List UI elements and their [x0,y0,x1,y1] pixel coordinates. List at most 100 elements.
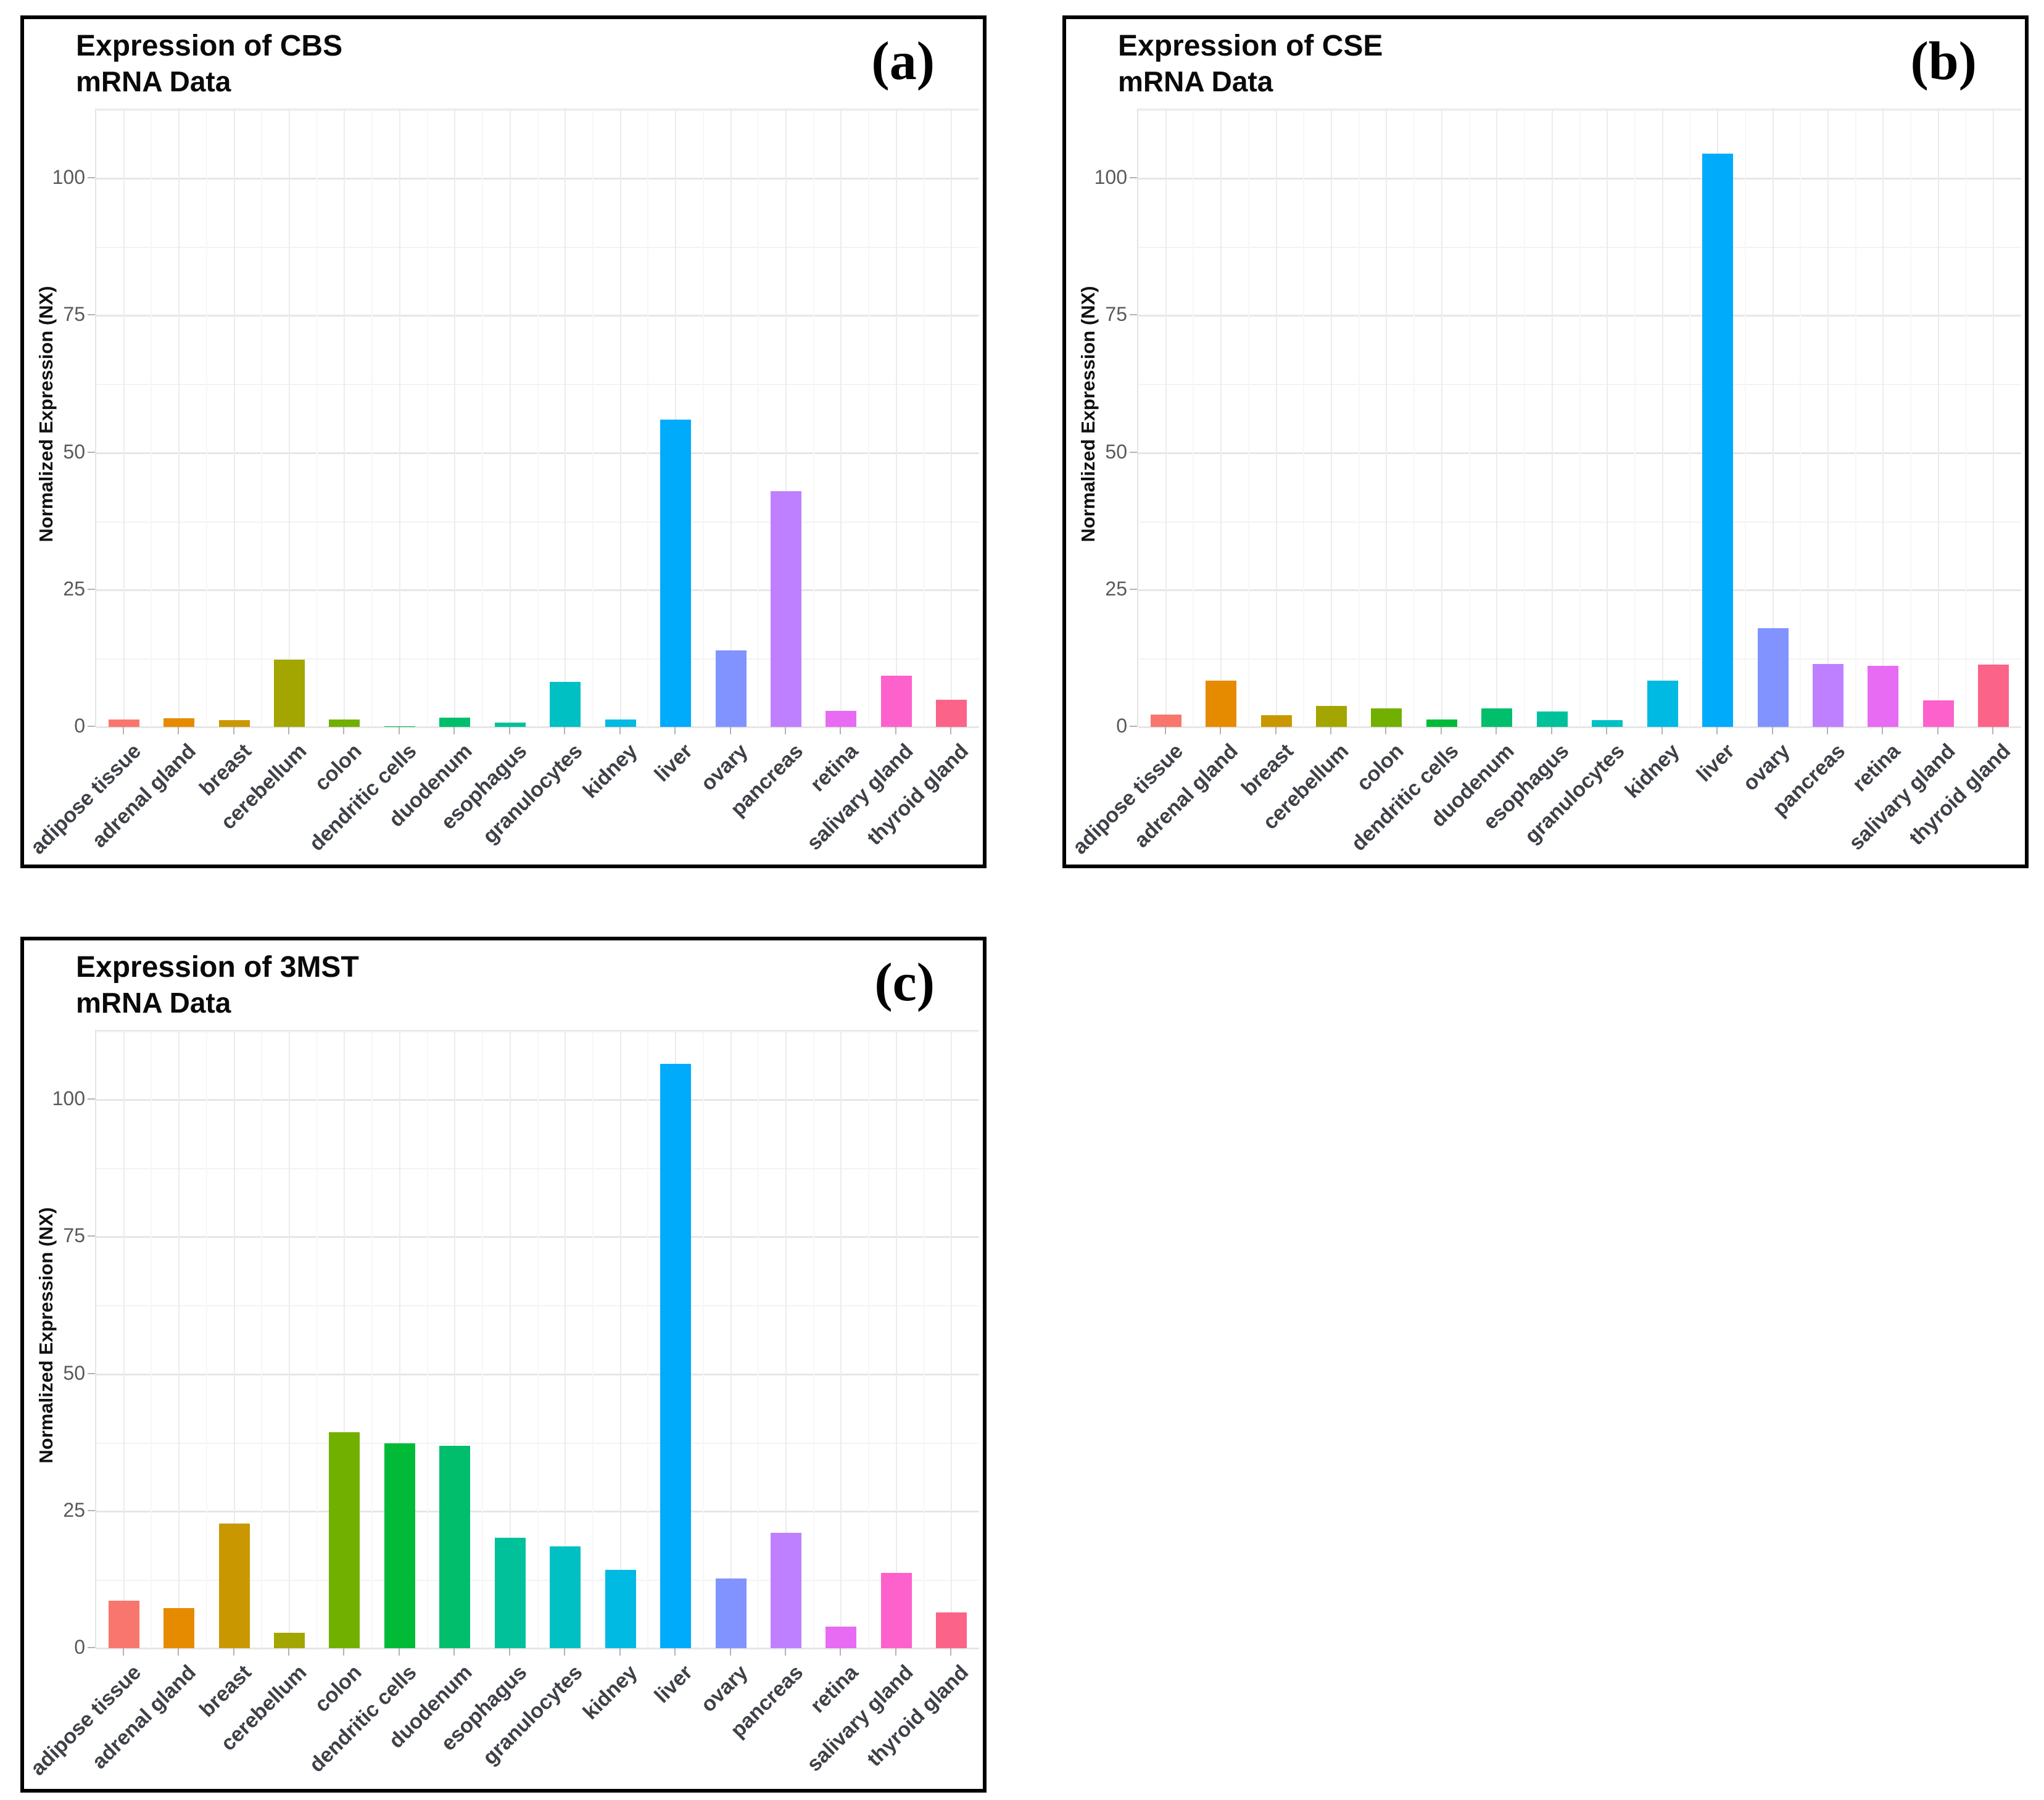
category-gridline [233,110,235,727]
category-gridline [344,110,345,727]
bar-retina [825,1627,856,1648]
between-category-gridline [813,1031,814,1648]
category-gridline [565,110,566,727]
between-category-gridline [758,1031,759,1648]
x-tick-label: liver [650,1661,697,1708]
y-tick-label: 0 [1116,715,1127,737]
major-gridline [1138,726,2021,728]
between-category-gridline [482,110,484,727]
x-tick-mark [1992,727,1994,734]
between-category-gridline [923,110,925,727]
bar-ovary [1758,628,1789,727]
y-tick-label: 75 [1105,303,1127,326]
bar-retina [825,711,856,727]
between-category-gridline [1689,110,1691,727]
x-tick-label: kidney [578,1661,642,1725]
plot-area [1137,109,2021,728]
bar-esophagus [495,722,526,727]
x-tick-mark [178,1648,180,1656]
between-category-gridline [261,110,263,727]
bar-cerebellum [274,659,305,727]
between-category-gridline [702,1031,704,1648]
bar-liver [660,1064,691,1648]
between-category-gridline [316,1031,318,1648]
bar-dendritic-cells [1426,719,1457,727]
category-gridline [1165,110,1167,727]
bar-ovary [716,650,747,727]
y-tick-label: 100 [52,1087,85,1110]
x-tick-mark [1550,727,1552,734]
between-category-gridline [537,1031,539,1648]
x-tick-label: liver [1692,739,1739,787]
y-tick-label: 75 [63,303,85,326]
category-gridline [344,1031,345,1648]
x-tick-mark [343,727,345,734]
x-tick-mark [784,1648,786,1656]
between-category-gridline [868,1031,870,1648]
bar-granulocytes [1592,720,1623,727]
x-tick-label: granulocytes [478,739,587,848]
x-tick-mark [840,1648,842,1656]
between-category-gridline [426,110,428,727]
category-gridline [730,110,732,727]
x-tick-mark [178,727,180,734]
between-category-gridline [813,110,814,727]
bar-salivary-gland [881,1573,912,1648]
category-gridline [565,1031,566,1648]
bar-thyroid-gland [1978,664,2009,727]
category-gridline [289,1031,291,1648]
y-tick-label: 100 [52,166,85,189]
bar-esophagus [1537,711,1568,727]
y-tick-label: 25 [63,1498,85,1521]
chart-title: Expression of CSE [1118,30,1383,62]
bar-salivary-gland [881,676,912,727]
category-gridline [840,1031,842,1648]
x-tick-mark [1716,727,1718,734]
bar-duodenum [439,1446,470,1648]
category-gridline [1882,110,1884,727]
category-gridline [895,110,897,727]
panel-a: Expression of CBS mRNA Data (a) Normaliz… [20,15,987,868]
x-tick-mark [343,1648,345,1656]
panel-letter: (c) [874,953,935,1013]
y-tick-label: 50 [63,440,85,463]
y-tick-mark [88,314,95,316]
between-category-gridline [482,1031,484,1648]
chart-subtitle: mRNA Data [76,987,231,1019]
x-tick-mark [619,727,621,734]
between-category-gridline [151,1031,152,1648]
x-tick-mark [1496,727,1497,734]
category-gridline [399,110,400,727]
y-tick-mark [88,726,95,727]
x-tick-label: granulocytes [1520,739,1629,848]
between-category-gridline [592,110,594,727]
x-tick-mark [398,1648,400,1656]
bar-salivary-gland [1923,700,1954,727]
x-tick-mark [453,727,455,734]
between-category-gridline [205,1031,207,1648]
bar-granulocytes [550,682,581,727]
category-gridline [289,110,291,727]
between-category-gridline [1579,110,1581,727]
x-tick-mark [288,1648,290,1656]
x-tick-mark [233,727,234,734]
x-tick-mark [398,727,400,734]
y-tick-mark [1130,314,1137,316]
x-tick-mark [508,727,510,734]
between-category-gridline [1965,110,1967,727]
x-tick-mark [1826,727,1828,734]
bar-kidney [1647,681,1678,727]
between-category-gridline [1910,110,1912,727]
between-category-gridline [1524,110,1526,727]
category-gridline [785,1031,787,1648]
bar-esophagus [495,1538,526,1648]
category-gridline [1441,110,1442,727]
y-tick-mark [88,177,95,179]
category-gridline [1661,110,1663,727]
chart-title: Expression of 3MST [76,951,359,984]
between-category-gridline [1468,110,1470,727]
y-tick-label: 100 [1094,166,1127,189]
x-tick-mark [1661,727,1663,734]
panel-letter: (b) [1910,31,1977,91]
